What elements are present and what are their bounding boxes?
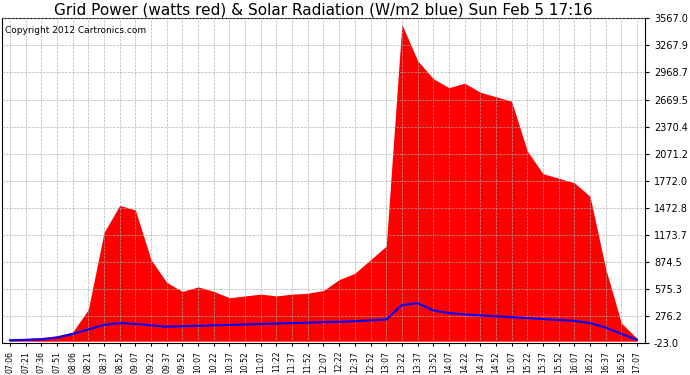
Title: Grid Power (watts red) & Solar Radiation (W/m2 blue) Sun Feb 5 17:16: Grid Power (watts red) & Solar Radiation…: [55, 2, 593, 17]
Text: Copyright 2012 Cartronics.com: Copyright 2012 Cartronics.com: [6, 26, 146, 35]
